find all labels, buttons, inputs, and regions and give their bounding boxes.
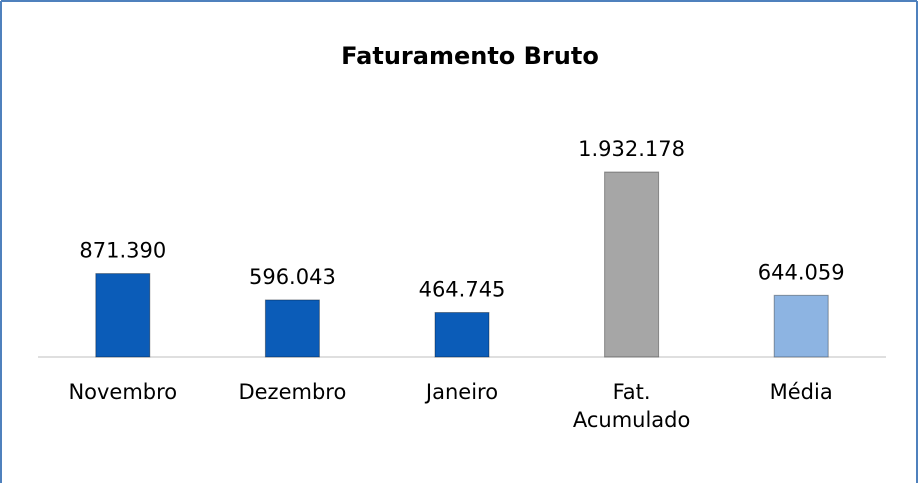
x-tick-label: Novembro <box>68 380 178 404</box>
chart-title: Faturamento Bruto <box>341 42 599 70</box>
value-label: 644.059 <box>758 260 845 284</box>
bar <box>264 299 320 358</box>
x-tick-label: Janeiro <box>425 380 499 404</box>
x-tick-label: Dezembro <box>238 380 347 404</box>
bar <box>604 171 660 358</box>
value-label: 596.043 <box>249 265 336 289</box>
x-tick-label: Fat. Acumulado <box>572 380 691 432</box>
value-label: 871.390 <box>79 239 166 263</box>
value-label: 464.745 <box>419 278 506 302</box>
x-tick-label: Média <box>769 380 833 404</box>
bar <box>773 294 829 358</box>
bar <box>434 312 490 358</box>
bar <box>95 273 151 358</box>
value-label: 1.932.178 <box>578 137 685 161</box>
